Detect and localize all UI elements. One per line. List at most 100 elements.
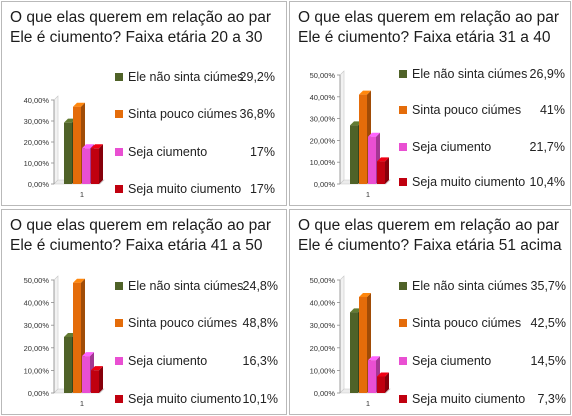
legend-value: 24,8% [242,279,278,293]
legend-label: Seja muito ciumento [412,392,526,406]
legend-entry-seja-ciumento: Seja ciumento 16,3% [115,352,278,370]
legend-swatch [115,395,123,403]
legend-entry-seja-muito-ciumento: Seja muito ciumento 17% [115,180,275,198]
y-tick-label: 30,00% [24,321,50,330]
y-tick-label: 10,00% [310,366,336,375]
legend-entry-seja-muito-ciumento: Seja muito ciumento 10,4% [399,173,565,191]
y-tick-label: 50,00% [310,276,336,285]
legend-value: 26,9% [529,67,565,81]
bar-chart: 0,00% 10,00% 20,00% 30,00% 40,00% 50,00% 1 [310,70,391,199]
legend-swatch [115,185,123,193]
legend-value: 17% [249,145,275,159]
bar-top [377,372,389,377]
chart-side-wall [339,275,345,394]
bar [73,106,81,184]
bar-side [99,144,103,184]
legend-value: 29,2% [239,70,275,84]
chart-legend: Ele não sinta ciúmes 26,9% Sinta pouco c… [399,65,565,197]
chart-legend: Ele não sinta ciúmes 35,7% Sinta pouco c… [399,277,566,409]
legend-entry-seja-muito-ciumento: Seja muito ciumento 7,3% [399,390,566,408]
y-tick-label: 10,00% [310,158,336,167]
chart-panel-51-acima: O que elas querem em relação ao par Ele … [289,209,571,415]
legend-entry-ele-nao-sinta-ciumes: Ele não sinta ciúmes 35,7% [399,277,566,295]
bar-top [91,144,103,149]
panel-title: O que elas querem em relação ao par Ele … [298,217,562,254]
y-tick-label: 20,00% [24,344,50,353]
y-tick-label: 30,00% [310,321,336,330]
bar [350,125,358,184]
legend-swatch [115,357,123,365]
y-tick-label: 40,00% [310,299,336,308]
legend-entry-sinta-pouco-ciumes: Sinta pouco ciúmes 42,5% [399,314,566,332]
bar-top [359,90,371,95]
legend-entry-sinta-pouco-ciumes: Sinta pouco ciúmes 36,8% [115,105,275,123]
legend-value: 41% [539,103,565,117]
bar-top [82,352,94,357]
chart-panel-41-50: O que elas querem em relação ao par Ele … [1,209,287,415]
bar [64,336,72,393]
legend-value: 14,5% [530,354,566,368]
bar [377,376,385,393]
legend-label: Seja ciumento [128,145,208,159]
legend-value: 36,8% [239,107,275,121]
x-tick-label: 1 [366,399,370,408]
legend-label: Seja ciumento [128,354,208,368]
legend-value: 21,7% [529,140,565,154]
legend-label: Ele não sinta ciúmes [412,279,528,293]
y-tick-label: 0,00% [28,389,50,398]
legend-swatch [399,143,407,151]
y-tick-label: 30,00% [310,115,336,124]
legend-value: 17% [249,182,275,196]
chart-side-wall [53,275,59,394]
legend-entry-seja-ciumento: Seja ciumento 14,5% [399,352,566,370]
chart-legend: Ele não sinta ciúmes 24,8% Sinta pouco c… [115,277,278,409]
legend-value: 48,8% [242,316,278,330]
legend-value: 16,3% [242,354,278,368]
legend-entry-seja-ciumento: Seja ciumento 17% [115,143,275,161]
bar [91,148,99,184]
y-tick-label: 20,00% [310,344,336,353]
bar [82,356,90,393]
bar-side [99,366,103,393]
chart-panel-31-40: O que elas querem em relação ao par Ele … [289,1,571,206]
legend-label: Seja muito ciumento [128,182,242,196]
legend-label: Ele não sinta ciúmes [128,70,244,84]
legend-swatch [399,282,407,290]
bar-chart: 0,00% 10,00% 20,00% 30,00% 40,00% 50,00% 1 [24,275,105,408]
chart-panel-20-30: O que elas querem em relação ao par Ele … [1,1,287,206]
x-tick-label: 1 [80,399,84,408]
panel-title: O que elas querem em relação ao par Ele … [10,9,272,46]
legend-swatch [115,319,123,327]
y-tick-label: 50,00% [24,276,50,285]
y-tick-label: 0,00% [314,389,336,398]
legend-label: Seja muito ciumento [128,392,242,406]
y-tick-label: 10,00% [24,366,50,375]
legend-entry-seja-ciumento: Seja ciumento 21,7% [399,138,565,156]
bar [82,148,90,184]
legend-value: 35,7% [530,279,566,293]
bar [359,94,367,184]
bar-top [368,132,380,137]
legend-swatch [399,70,407,78]
bar-top [359,292,371,297]
chart-side-wall [53,95,59,185]
bar-top [82,144,94,149]
y-tick-label: 30,00% [24,117,50,126]
bar [377,161,385,184]
legend-entry-ele-nao-sinta-ciumes: Ele não sinta ciúmes 26,9% [399,65,565,83]
legend-value: 10,4% [529,175,565,189]
bar [64,122,72,184]
chart-legend: Ele não sinta ciúmes 29,2% Sinta pouco c… [115,68,278,200]
legend-value: 42,5% [530,316,566,330]
legend-label: Sinta pouco ciúmes [128,316,238,330]
legend-entry-seja-muito-ciumento: Seja muito ciumento 10,1% [115,390,278,408]
legend-entry-ele-nao-sinta-ciumes: Ele não sinta ciúmes 29,2% [115,68,275,86]
bar [91,370,99,393]
legend-swatch [399,395,407,403]
x-tick-label: 1 [366,190,370,199]
bar-chart: 0,00% 10,00% 20,00% 30,00% 40,00% 50,00% 1 [310,275,391,408]
bar-top [73,102,85,107]
bar-top [377,157,389,162]
y-tick-label: 50,00% [310,71,336,80]
bar [368,136,376,184]
